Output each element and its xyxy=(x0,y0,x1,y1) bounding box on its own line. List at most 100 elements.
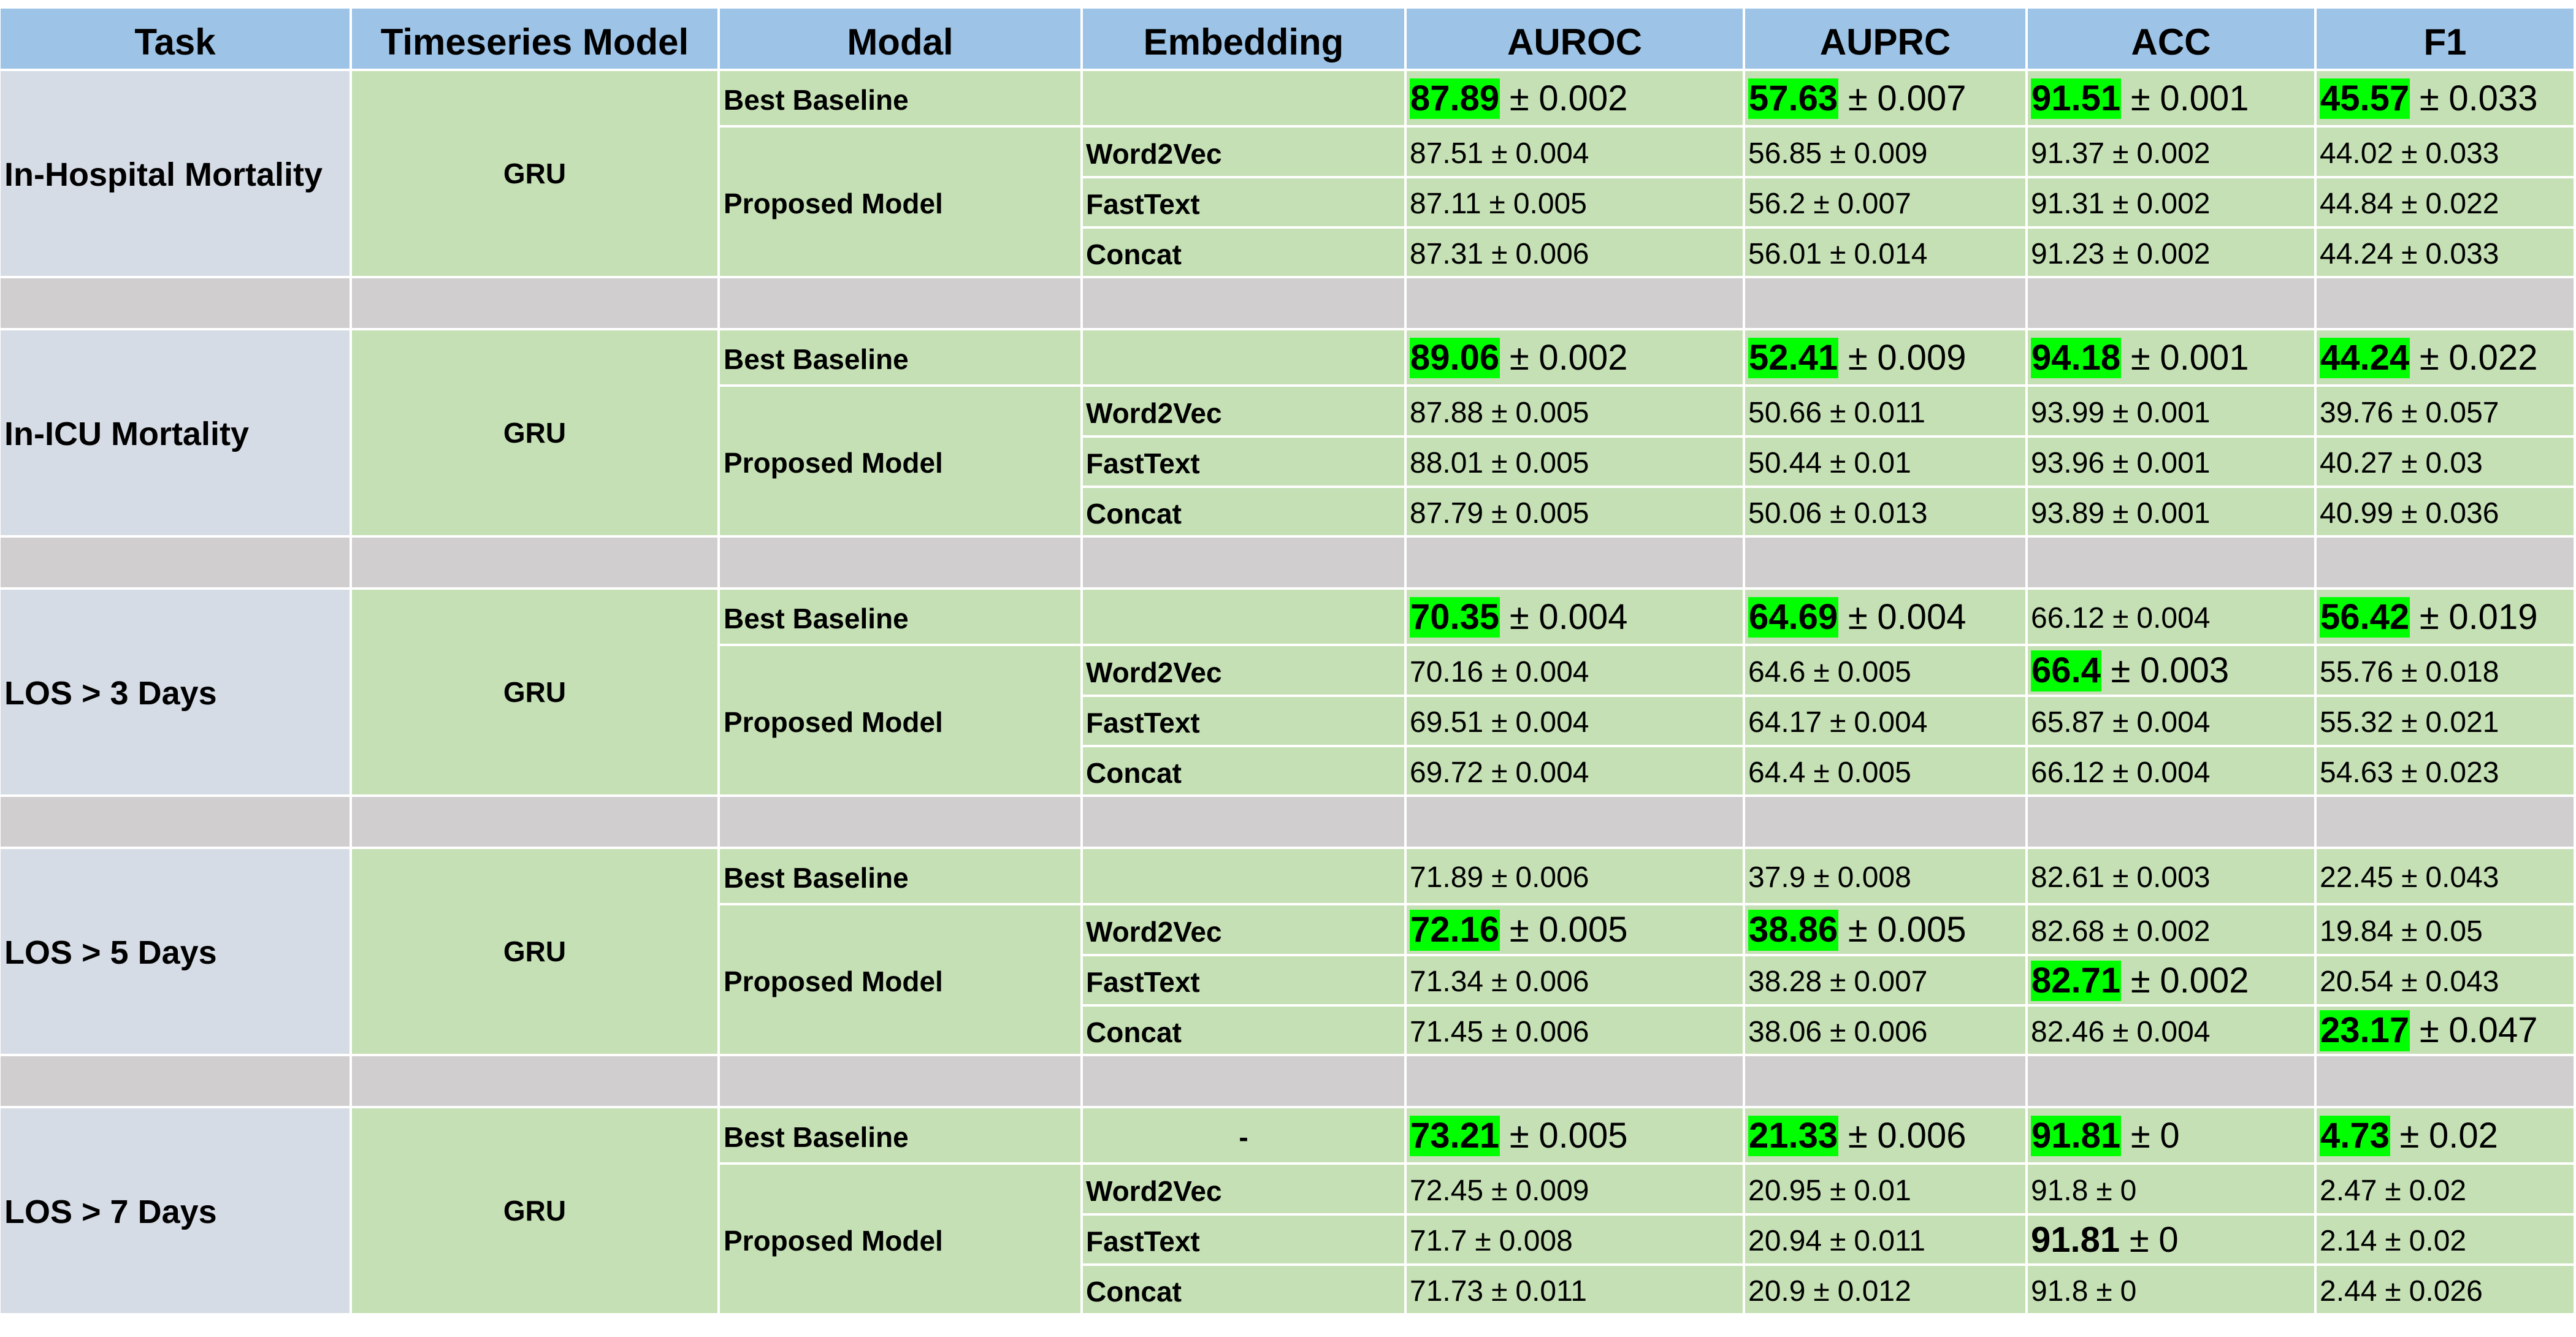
metric-mean-value: 55.32 xyxy=(2320,706,2394,739)
metric-std-value: 0.006 xyxy=(1515,1015,1589,1048)
plus-minus-sign: ± xyxy=(2111,650,2131,691)
plus-minus-sign: ± xyxy=(2112,237,2129,270)
separator-row-cell xyxy=(2317,1056,2574,1106)
metric-cell-acc: 91.23 ±0.002 xyxy=(2028,229,2314,276)
metric-cell-acc: 91.81 ±0 xyxy=(2028,1216,2314,1263)
separator-row-cell xyxy=(720,797,1080,847)
metric-cell-auroc: 71.34 ±0.006 xyxy=(1407,956,1743,1004)
separator-row-cell xyxy=(1083,278,1404,328)
metric-std-value: 0.01 xyxy=(1854,447,1911,480)
plus-minus-sign: ± xyxy=(2112,756,2129,789)
metric-mean-value: 44.24 xyxy=(2320,337,2410,379)
plus-minus-sign: ± xyxy=(2112,1015,2129,1048)
metric-mean-value: 50.44 xyxy=(1748,447,1822,480)
metric-cell-f1: 44.02 ±0.033 xyxy=(2317,128,2574,176)
metric-std-value: 0.004 xyxy=(2136,602,2211,635)
plus-minus-sign: ± xyxy=(2112,396,2129,429)
metric-std-value: 0.022 xyxy=(2425,188,2499,221)
plus-minus-sign: ± xyxy=(1830,966,1846,999)
plus-minus-sign: ± xyxy=(2129,1219,2149,1260)
plus-minus-sign: ± xyxy=(2401,447,2418,480)
metric-cell-acc: 66.4 ±0.003 xyxy=(2028,646,2314,695)
metric-mean-value: 87.79 xyxy=(1410,497,1484,530)
metric-std-value: 0.002 xyxy=(2136,915,2211,948)
metric-mean-value: 20.54 xyxy=(2320,966,2394,999)
metric-mean-value: 91.8 xyxy=(2031,1274,2089,1308)
plus-minus-sign: ± xyxy=(1830,396,1846,429)
task-name-cell: In-Hospital Mortality xyxy=(1,71,350,276)
metric-cell-auroc: 87.89 ±0.002 xyxy=(1407,71,1743,125)
metric-mean-value: 64.17 xyxy=(1748,706,1822,739)
metric-mean-value: 20.9 xyxy=(1748,1274,1806,1308)
metric-mean-value: 50.06 xyxy=(1748,497,1822,530)
metric-cell-f1: 55.76 ±0.018 xyxy=(2317,646,2574,695)
metric-cell-f1: 44.24 ±0.022 xyxy=(2317,330,2574,384)
metric-std-value: 0.005 xyxy=(1538,910,1628,950)
modal-best-baseline-cell: Best Baseline xyxy=(720,849,1080,903)
metric-std-value: 0.004 xyxy=(1515,706,1589,739)
metric-std-value: 0.033 xyxy=(2425,137,2499,170)
plus-minus-sign: ± xyxy=(2401,237,2418,270)
separator-row-cell xyxy=(1407,1056,1743,1106)
metric-std-value: 0.004 xyxy=(1515,137,1589,170)
task-name-cell: LOS > 5 Days xyxy=(1,849,350,1054)
plus-minus-sign: ± xyxy=(2112,188,2129,221)
metric-mean-value: 71.45 xyxy=(1410,1015,1484,1048)
metric-cell-auprc: 20.95 ±0.01 xyxy=(1745,1165,2025,1213)
metric-cell-auroc: 69.51 ±0.004 xyxy=(1407,697,1743,745)
metric-cell-acc: 91.81 ±0 xyxy=(2028,1108,2314,1162)
metric-std-value: 0.001 xyxy=(2136,396,2211,429)
metric-cell-acc: 82.46 ±0.004 xyxy=(2028,1007,2314,1054)
metric-cell-f1: 40.99 ±0.036 xyxy=(2317,488,2574,535)
metric-cell-auroc: 89.06 ±0.002 xyxy=(1407,330,1743,384)
plus-minus-sign: ± xyxy=(2112,915,2129,948)
metric-cell-f1: 39.76 ±0.057 xyxy=(2317,387,2574,435)
metric-mean-value: 91.37 xyxy=(2031,137,2105,170)
metric-cell-auroc: 69.72 ±0.004 xyxy=(1407,747,1743,794)
metric-cell-f1: 45.57 ±0.033 xyxy=(2317,71,2574,125)
metric-cell-auprc: 56.85 ±0.009 xyxy=(1745,128,2025,176)
metric-mean-value: 69.51 xyxy=(1410,706,1484,739)
metric-cell-auprc: 56.01 ±0.014 xyxy=(1745,229,2025,276)
metric-cell-f1: 54.63 ±0.023 xyxy=(2317,747,2574,794)
metric-mean-value: 2.47 xyxy=(2320,1174,2377,1207)
plus-minus-sign: ± xyxy=(2401,706,2418,739)
metric-cell-f1: 40.27 ±0.03 xyxy=(2317,438,2574,486)
metric-std-value: 0.043 xyxy=(2425,966,2499,999)
metric-std-value: 0.018 xyxy=(2425,655,2499,688)
separator-row-cell xyxy=(720,1056,1080,1106)
timeseries-model-cell: GRU xyxy=(352,71,717,276)
results-table: Task Timeseries Model Modal Embedding AU… xyxy=(1,9,2574,1313)
plus-minus-sign: ± xyxy=(2385,1274,2401,1308)
plus-minus-sign: ± xyxy=(1509,78,1529,118)
column-header-modal: Modal xyxy=(720,9,1080,69)
metric-std-value: 0.001 xyxy=(2160,337,2249,378)
metric-std-value: 0.006 xyxy=(1877,1115,1966,1156)
metric-mean-value: 87.88 xyxy=(1410,396,1484,429)
embedding-cell: Concat xyxy=(1083,1007,1404,1054)
embedding-cell xyxy=(1083,590,1404,644)
metric-std-value: 0.002 xyxy=(2136,137,2211,170)
metric-cell-auroc: 73.21 ±0.005 xyxy=(1407,1108,1743,1162)
metric-std-value: 0.005 xyxy=(1538,1115,1628,1156)
metric-cell-acc: 91.8 ±0 xyxy=(2028,1266,2314,1313)
metric-mean-value: 89.06 xyxy=(1410,337,1500,379)
metric-mean-value: 19.84 xyxy=(2320,915,2394,948)
separator-row-cell xyxy=(1083,797,1404,847)
plus-minus-sign: ± xyxy=(2112,602,2129,635)
metric-cell-f1: 2.14 ±0.02 xyxy=(2317,1216,2574,1263)
metric-mean-value: 72.45 xyxy=(1410,1174,1484,1207)
plus-minus-sign: ± xyxy=(2401,756,2418,789)
metric-cell-f1: 2.47 ±0.02 xyxy=(2317,1165,2574,1213)
separator-row-cell xyxy=(1407,278,1743,328)
plus-minus-sign: ± xyxy=(1848,337,1868,378)
metric-std-value: 0.007 xyxy=(1854,966,1928,999)
plus-minus-sign: ± xyxy=(1491,706,1508,739)
metric-mean-value: 22.45 xyxy=(2320,861,2394,894)
metric-std-value: 0 xyxy=(2158,1219,2179,1260)
task-name-cell: LOS > 3 Days xyxy=(1,590,350,794)
metric-mean-value: 39.76 xyxy=(2320,396,2394,429)
metric-cell-f1: 2.44 ±0.026 xyxy=(2317,1266,2574,1313)
metric-std-value: 0.043 xyxy=(2425,861,2499,894)
plus-minus-sign: ± xyxy=(2112,137,2129,170)
